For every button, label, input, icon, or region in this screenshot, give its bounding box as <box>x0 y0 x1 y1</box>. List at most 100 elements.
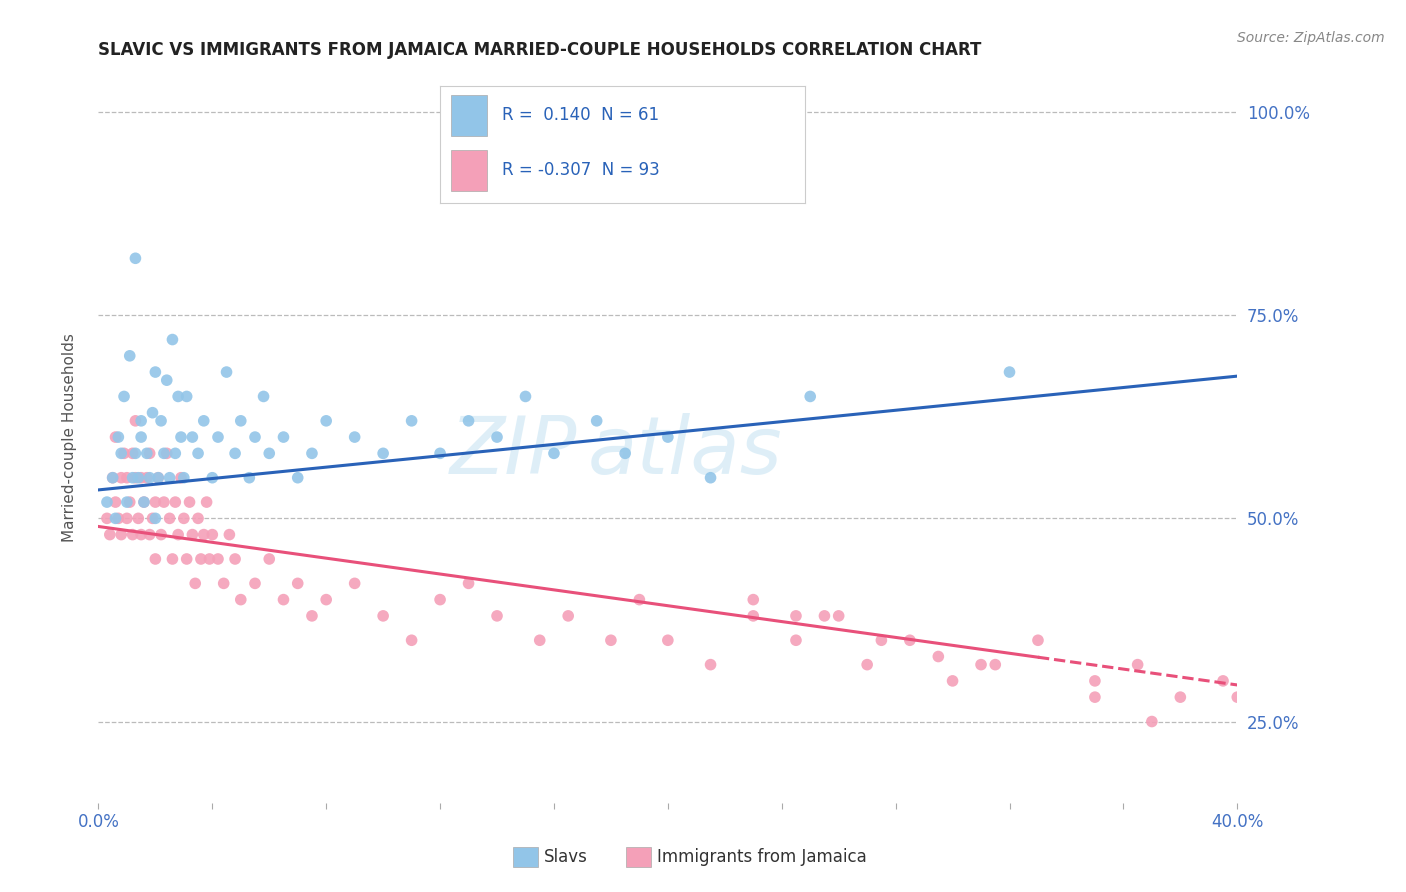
Point <box>195 495 218 509</box>
Point <box>112 446 135 460</box>
Point <box>124 471 146 485</box>
Point <box>1312 714 1334 729</box>
Text: Slavs: Slavs <box>544 848 588 866</box>
Point <box>132 495 155 509</box>
Point <box>190 552 212 566</box>
Point <box>273 430 295 444</box>
Point <box>159 511 181 525</box>
Point <box>156 446 179 460</box>
Point <box>1170 690 1192 705</box>
Point <box>121 446 143 460</box>
Point <box>184 576 207 591</box>
Point <box>742 592 765 607</box>
Point <box>1212 673 1234 688</box>
Point <box>742 608 765 623</box>
Point <box>1140 714 1163 729</box>
Point <box>785 633 807 648</box>
Point <box>207 430 229 444</box>
Point <box>156 373 179 387</box>
Point <box>799 389 821 403</box>
Point <box>942 673 965 688</box>
Point <box>145 511 167 525</box>
Point <box>150 414 173 428</box>
Point <box>165 446 187 460</box>
Point <box>153 495 176 509</box>
Point <box>104 430 127 444</box>
Point <box>870 633 893 648</box>
Point <box>162 333 184 347</box>
Point <box>856 657 879 672</box>
Point <box>138 471 160 485</box>
Point <box>141 511 163 525</box>
Point <box>198 552 221 566</box>
Point <box>127 471 149 485</box>
Point <box>150 527 173 541</box>
Point <box>135 446 157 460</box>
Point <box>159 471 181 485</box>
Point <box>259 552 281 566</box>
Point <box>170 471 193 485</box>
Point <box>699 657 721 672</box>
Point <box>1254 714 1277 729</box>
Point <box>1026 633 1049 648</box>
Point <box>898 633 921 648</box>
Text: atlas: atlas <box>588 413 783 491</box>
Point <box>1284 739 1306 753</box>
Point <box>173 471 195 485</box>
Point <box>153 446 176 460</box>
Point <box>515 389 537 403</box>
Point <box>628 592 651 607</box>
Point <box>1084 690 1107 705</box>
Point <box>101 471 124 485</box>
Point <box>96 511 118 525</box>
Point <box>301 608 323 623</box>
Point <box>207 552 229 566</box>
Point <box>115 471 138 485</box>
Point <box>201 527 224 541</box>
Point <box>145 365 167 379</box>
Point <box>699 471 721 485</box>
Point <box>98 527 121 541</box>
Point <box>124 446 146 460</box>
Point <box>170 430 193 444</box>
Point <box>243 430 266 444</box>
Point <box>96 495 118 509</box>
Point <box>585 414 607 428</box>
Point <box>124 414 146 428</box>
Point <box>148 471 170 485</box>
Text: SLAVIC VS IMMIGRANTS FROM JAMAICA MARRIED-COUPLE HOUSEHOLDS CORRELATION CHART: SLAVIC VS IMMIGRANTS FROM JAMAICA MARRIE… <box>98 41 981 59</box>
Point <box>1226 690 1249 705</box>
Point <box>1126 657 1149 672</box>
Point <box>315 414 337 428</box>
Point <box>1084 673 1107 688</box>
Point <box>104 511 127 525</box>
Point <box>118 349 141 363</box>
Point <box>107 511 129 525</box>
Point <box>129 414 152 428</box>
Point <box>614 446 637 460</box>
Point <box>301 446 323 460</box>
Point <box>167 389 190 403</box>
Point <box>193 414 215 428</box>
Point <box>785 608 807 623</box>
Point <box>115 495 138 509</box>
Point <box>998 365 1021 379</box>
Point <box>343 430 366 444</box>
Point <box>273 592 295 607</box>
Point <box>828 608 851 623</box>
Point <box>238 471 260 485</box>
Point <box>259 446 281 460</box>
Point <box>132 495 155 509</box>
Point <box>121 471 143 485</box>
Point <box>145 552 167 566</box>
Point <box>218 527 240 541</box>
Point <box>110 471 132 485</box>
Point <box>101 471 124 485</box>
Point <box>457 576 479 591</box>
Point <box>138 446 160 460</box>
Point <box>657 633 679 648</box>
Point <box>657 430 679 444</box>
Point <box>201 471 224 485</box>
Point <box>401 633 423 648</box>
Point <box>187 511 209 525</box>
